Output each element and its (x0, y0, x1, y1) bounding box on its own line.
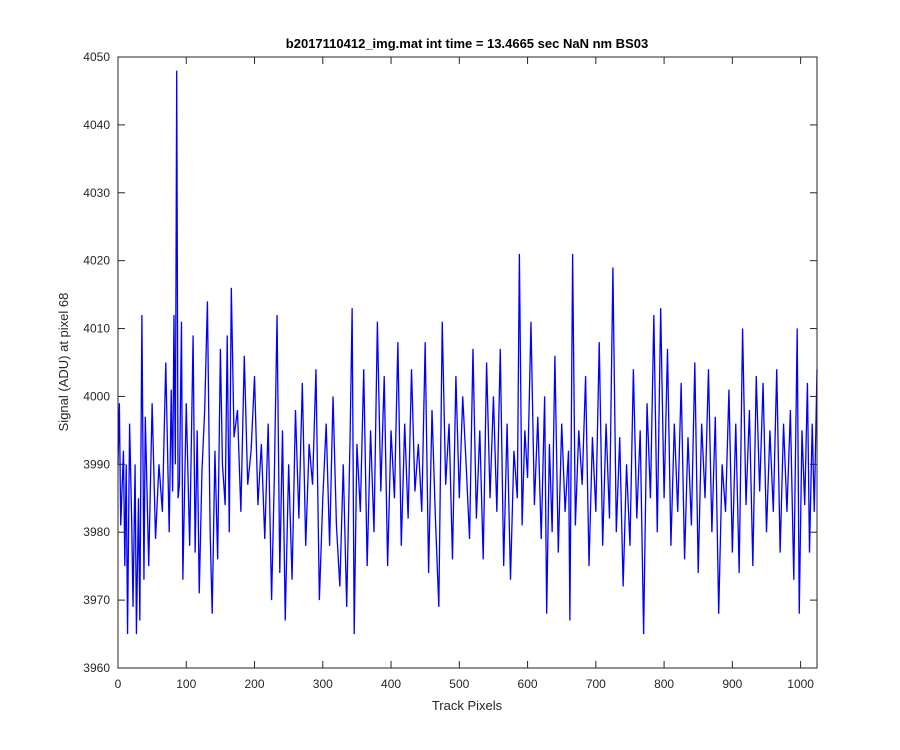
y-tick-label: 4020 (83, 254, 110, 268)
axes-box (117, 56, 818, 669)
y-tick-label: 3980 (83, 525, 110, 539)
signal-series-line (117, 70, 818, 635)
x-tick-label: 1000 (787, 677, 814, 691)
y-tick-label: 3990 (83, 457, 110, 471)
y-tick-label: 3960 (83, 661, 110, 675)
x-tick-label: 0 (115, 677, 122, 691)
y-tick-label: 4040 (83, 118, 110, 132)
x-tick-label: 400 (381, 677, 401, 691)
y-axis-label: Signal (ADU) at pixel 68 (56, 293, 71, 432)
x-tick-label: 800 (654, 677, 674, 691)
x-tick-label: 900 (722, 677, 742, 691)
y-tick-label: 3970 (83, 593, 110, 607)
x-tick-label: 500 (449, 677, 469, 691)
y-tick-label: 4000 (83, 389, 110, 403)
axes-background (118, 57, 817, 668)
x-tick-label: 200 (245, 677, 265, 691)
y-tick-label: 4030 (83, 186, 110, 200)
x-tick-label: 600 (518, 677, 538, 691)
x-tick-label: 100 (176, 677, 196, 691)
y-tick-label: 4010 (83, 322, 110, 336)
x-axis-label: Track Pixels (432, 698, 503, 713)
y-axis-ticks: 3960 3970 3980 3990 4000 4010 4020 4030 4040 4050 (83, 50, 817, 675)
x-axis-ticks: 0 100 200 300 400 500 600 700 800 900 1000 (115, 57, 814, 691)
x-tick-label: 700 (586, 677, 606, 691)
chart-title: b2017110412_img.mat int time = 13.4665 s… (286, 36, 648, 51)
x-tick-label: 300 (313, 677, 333, 691)
y-tick-label: 4050 (83, 50, 110, 64)
